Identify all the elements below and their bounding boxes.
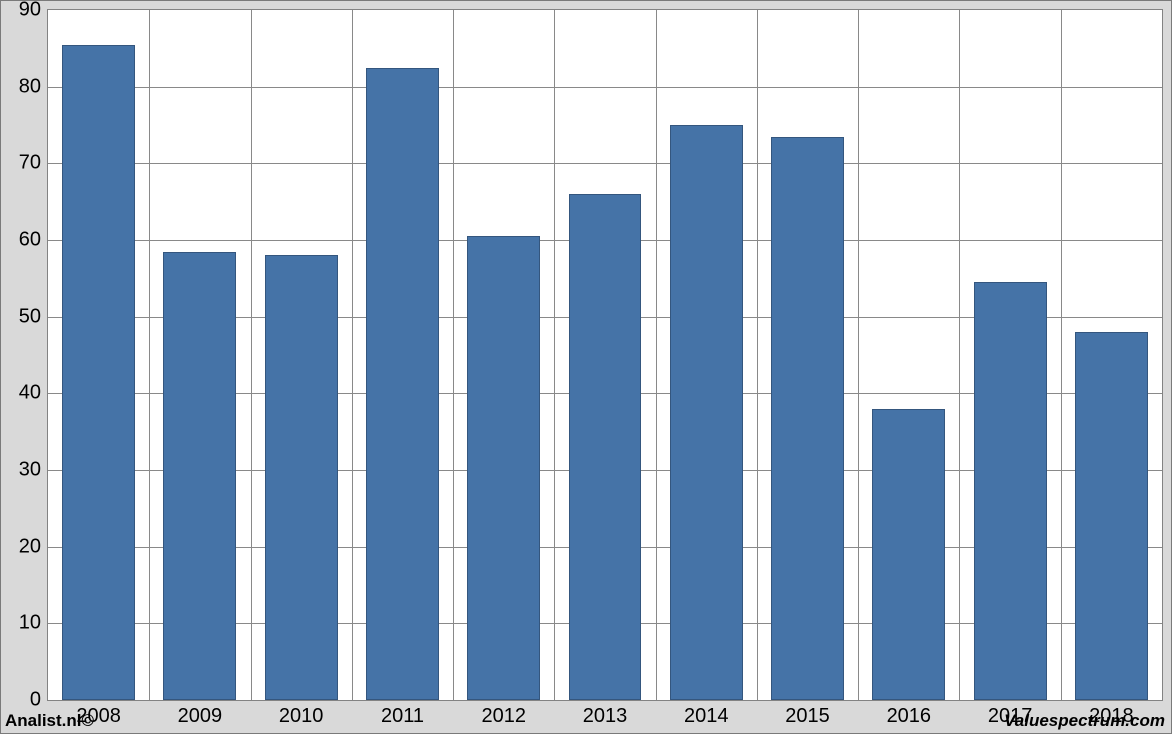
plot-area [48,10,1162,700]
gridline-v [554,10,555,700]
gridline-v [352,10,353,700]
credits-right: Valuespectrum.com [1004,711,1165,731]
x-tick-label: 2009 [178,705,223,728]
bar [62,45,135,701]
chart-container: 0102030405060708090 20082009201020112012… [0,0,1172,734]
bar [670,125,743,700]
x-tick-label: 2011 [381,705,424,728]
y-tick-label: 80 [9,75,41,98]
gridline-v [453,10,454,700]
bar [771,137,844,701]
x-tick-label: 2014 [684,705,729,728]
x-tick-label: 2010 [279,705,324,728]
y-tick-label: 10 [9,612,41,635]
y-tick-label: 90 [9,0,41,22]
gridline-v [149,10,150,700]
gridline-h [48,87,1162,88]
gridline-v [251,10,252,700]
bar [872,409,945,700]
gridline-v [959,10,960,700]
credits-left: Analist.nl© [5,711,94,731]
bar [467,236,540,700]
gridline-v [757,10,758,700]
y-tick-label: 60 [9,229,41,252]
bar [974,282,1047,700]
y-tick-label: 70 [9,152,41,175]
plot-frame [47,9,1163,701]
y-tick-label: 40 [9,382,41,405]
y-tick-label: 20 [9,535,41,558]
gridline-v [656,10,657,700]
bar [163,252,236,701]
y-tick-label: 50 [9,305,41,328]
gridline-h [48,163,1162,164]
gridline-v [858,10,859,700]
x-tick-label: 2016 [887,705,932,728]
y-tick-label: 30 [9,459,41,482]
bar [569,194,642,700]
x-tick-label: 2015 [785,705,830,728]
y-tick-label: 0 [9,689,41,712]
bar [265,255,338,700]
x-tick-label: 2012 [481,705,526,728]
bar [1075,332,1148,700]
gridline-v [1061,10,1062,700]
x-tick-label: 2013 [583,705,628,728]
bar [366,68,439,701]
